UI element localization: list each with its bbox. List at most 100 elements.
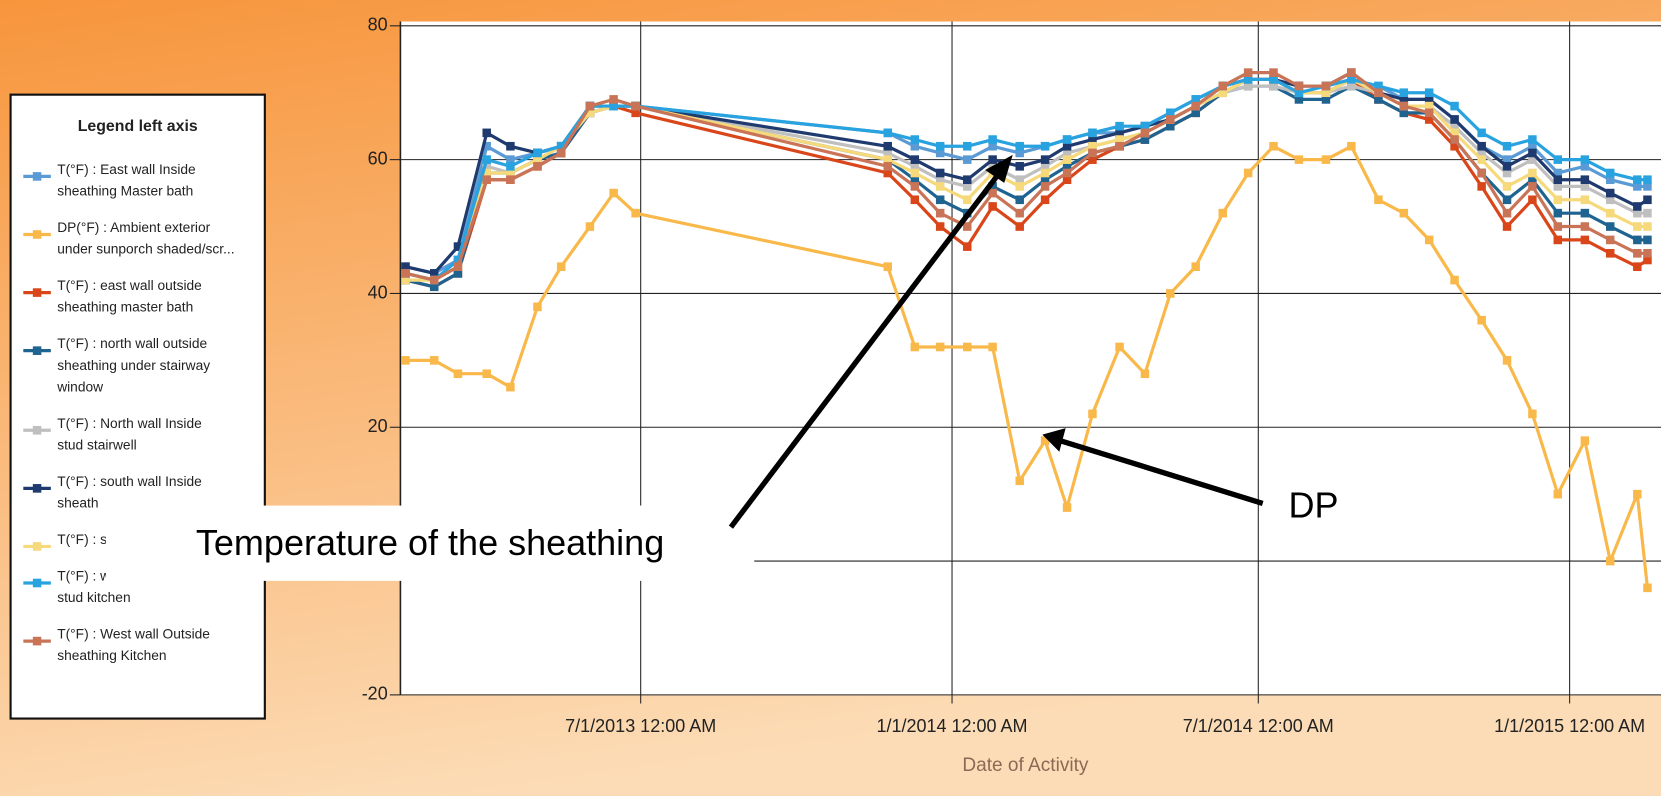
data-point xyxy=(1243,68,1253,77)
data-point xyxy=(506,162,515,171)
annotation-arrow xyxy=(1060,438,1264,506)
data-point xyxy=(910,135,920,144)
data-point xyxy=(910,195,920,205)
data-point xyxy=(1633,248,1642,258)
data-point xyxy=(963,342,972,352)
data-point xyxy=(1643,248,1652,258)
data-point xyxy=(1399,95,1409,104)
data-point xyxy=(1528,409,1537,419)
data-point xyxy=(1218,81,1227,91)
arrow-head xyxy=(985,154,1013,183)
data-point xyxy=(910,168,920,178)
data-point xyxy=(910,175,920,185)
data-point xyxy=(1166,289,1175,298)
data-point xyxy=(1580,182,1590,191)
data-point xyxy=(1633,208,1642,218)
data-point xyxy=(1580,175,1590,185)
data-point xyxy=(883,155,892,164)
data-point xyxy=(1643,583,1652,593)
data-point xyxy=(1553,155,1563,164)
data-point xyxy=(1399,108,1409,118)
data-point xyxy=(1269,75,1278,84)
data-point xyxy=(1528,155,1537,164)
arrow-head xyxy=(1042,428,1066,452)
legend-title: Legend left axis xyxy=(78,118,198,135)
data-point xyxy=(1502,168,1512,178)
data-point xyxy=(631,108,640,118)
data-point xyxy=(1243,81,1253,91)
data-point xyxy=(1528,195,1537,205)
data-point xyxy=(1062,168,1072,178)
data-point xyxy=(910,162,920,171)
data-point xyxy=(1633,202,1642,211)
legend-swatch-marker xyxy=(32,578,42,588)
data-point xyxy=(1347,81,1356,91)
data-point xyxy=(1580,162,1590,171)
data-point xyxy=(1088,135,1097,144)
data-point xyxy=(1347,75,1356,84)
data-point xyxy=(1553,175,1563,185)
data-point xyxy=(1606,222,1615,231)
data-point xyxy=(1553,222,1563,231)
data-point xyxy=(1040,182,1050,191)
data-point xyxy=(1424,115,1434,124)
data-point xyxy=(1015,162,1024,171)
data-point xyxy=(1374,81,1383,91)
legend-swatch-marker xyxy=(32,484,42,493)
data-point xyxy=(1643,195,1652,205)
data-point xyxy=(988,135,997,144)
data-point xyxy=(1450,115,1459,124)
data-point xyxy=(910,342,920,352)
data-point xyxy=(1015,195,1024,205)
data-point xyxy=(1633,175,1642,185)
data-point xyxy=(935,342,945,352)
data-point xyxy=(1269,68,1278,77)
data-point xyxy=(482,141,491,151)
data-point xyxy=(988,202,997,211)
data-point xyxy=(1140,135,1150,144)
data-point xyxy=(1015,476,1024,486)
data-point xyxy=(631,101,640,111)
data-point xyxy=(1477,148,1486,158)
legend-swatch-marker xyxy=(32,346,42,355)
data-point xyxy=(1450,135,1459,144)
data-point xyxy=(1477,128,1486,138)
data-point xyxy=(1347,68,1356,77)
data-point xyxy=(1062,135,1072,144)
data-point xyxy=(482,369,491,379)
data-point xyxy=(1528,168,1537,178)
data-point xyxy=(1477,141,1486,151)
data-point xyxy=(556,262,566,271)
data-point xyxy=(401,356,410,365)
data-point xyxy=(963,242,972,251)
data-point xyxy=(1633,262,1642,271)
data-point xyxy=(1374,95,1383,104)
x-axis-title: Date of Activity xyxy=(962,755,1088,776)
data-point xyxy=(1502,162,1512,171)
annotation-box xyxy=(105,505,755,581)
data-point xyxy=(988,182,997,191)
data-point xyxy=(1115,141,1124,151)
data-point xyxy=(1088,409,1097,419)
data-point xyxy=(1477,155,1486,164)
data-point xyxy=(1040,175,1050,185)
data-point xyxy=(1424,108,1434,118)
data-point xyxy=(401,275,410,285)
data-point xyxy=(988,155,997,164)
data-point xyxy=(1140,369,1150,379)
data-point xyxy=(533,155,542,164)
data-point xyxy=(1606,195,1615,205)
data-point xyxy=(1502,195,1512,205)
data-point xyxy=(1399,208,1409,218)
data-point xyxy=(1015,141,1024,151)
data-point xyxy=(1450,128,1459,138)
data-point xyxy=(1115,135,1124,144)
data-point xyxy=(1424,101,1434,111)
data-point xyxy=(963,182,972,191)
data-point xyxy=(1088,148,1097,158)
data-point xyxy=(1580,235,1590,245)
data-point xyxy=(1015,182,1024,191)
data-point xyxy=(585,108,595,118)
data-point xyxy=(883,141,892,151)
